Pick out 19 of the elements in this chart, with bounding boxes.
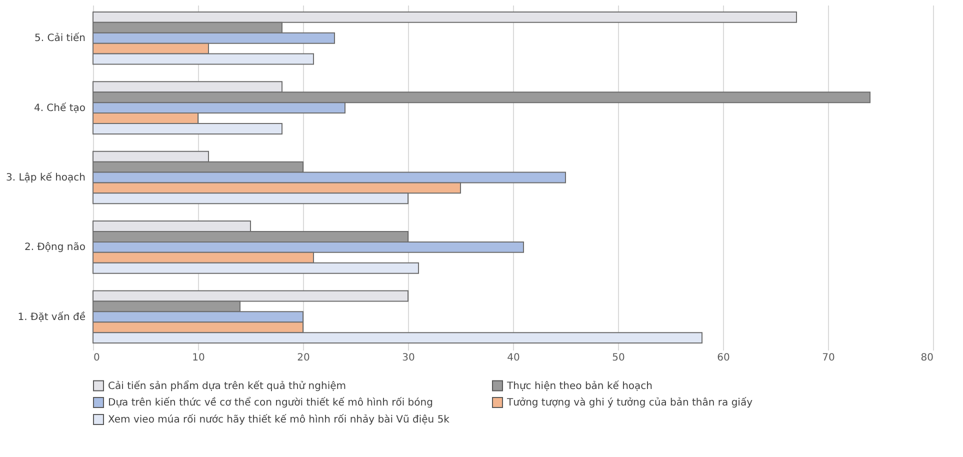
y-tick-label: 4. Chế tạo (34, 102, 86, 114)
x-tick-label: 40 (507, 352, 520, 364)
x-tick-label: 0 (94, 352, 100, 364)
x-tick-label: 70 (822, 352, 835, 364)
y-tick-label: 1. Đặt vấn đề (18, 310, 86, 323)
x-tick-label: 20 (297, 352, 310, 364)
x-tick-label: 10 (192, 352, 205, 364)
legend-label: Xem vieo múa rối nước hãy thiết kế mô hình rối nhảy bài Vũ điệu 5k (108, 414, 450, 426)
x-tick-label: 80 (920, 352, 934, 364)
x-tick-label: 50 (612, 352, 625, 364)
y-tick-label: 2. Động não (24, 242, 86, 254)
x-tick-label: 30 (402, 352, 415, 364)
y-tick-label: 3. Lập kế hoạch (6, 172, 86, 184)
legend-label: Tưởng tượng và ghi ý tưởng của bản thân ra giấy (506, 396, 753, 408)
legend-label: Thực hiện theo bản kế hoạch (506, 380, 652, 392)
y-tick-label: 5. Cải tiến (34, 32, 86, 44)
legend-label: Cải tiến sản phẩm dựa trên kết quả thử nghiệm (108, 380, 346, 392)
legend-label: Dựa trên kiến thức về cơ thể con người thiết kế mô hình rối bóng (108, 396, 433, 408)
x-tick-label: 60 (717, 352, 730, 364)
